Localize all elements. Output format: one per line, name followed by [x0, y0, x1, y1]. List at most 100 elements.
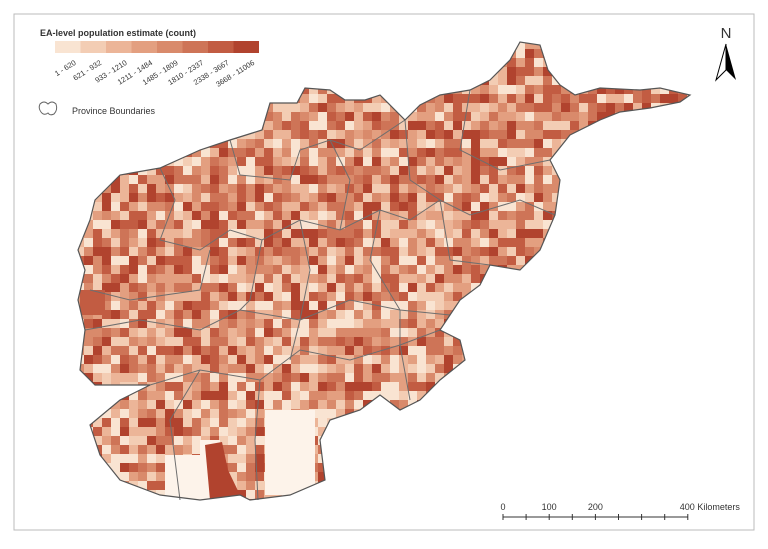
population-cell [147, 319, 157, 329]
population-cell [327, 148, 337, 158]
population-cell [255, 220, 265, 230]
population-cell [120, 274, 130, 284]
population-cell [381, 391, 391, 401]
population-cell [174, 436, 184, 446]
population-cell [255, 328, 265, 338]
population-cell [165, 373, 175, 383]
population-cell [525, 85, 535, 95]
population-cell [525, 58, 535, 68]
population-cell [291, 391, 301, 401]
population-cell [489, 256, 499, 266]
boundary [369, 209, 411, 401]
population-cell [345, 400, 355, 410]
population-cell [246, 382, 256, 392]
population-cell [174, 220, 184, 230]
population-cell [228, 175, 238, 185]
population-cell [120, 292, 130, 302]
population-cell [435, 274, 445, 284]
population-cell [282, 211, 292, 221]
population-cell [309, 400, 319, 410]
population-cell [489, 85, 499, 95]
population-cell [246, 328, 256, 338]
population-cell [507, 202, 517, 212]
population-cell [381, 130, 391, 140]
population-cell [93, 346, 103, 356]
population-cell [255, 391, 265, 401]
population-cell [498, 85, 508, 95]
population-cell [318, 301, 328, 311]
population-cell [273, 139, 283, 149]
population-cell [219, 301, 229, 311]
population-cell [84, 328, 94, 338]
population-cell [381, 355, 391, 365]
population-cell [336, 391, 346, 401]
population-cell [210, 427, 220, 437]
population-cell [93, 238, 103, 248]
population-cell [453, 337, 463, 347]
population-cell [210, 400, 220, 410]
population-cell [435, 301, 445, 311]
population-cell [219, 355, 229, 365]
population-cell [336, 319, 346, 329]
population-cell [291, 130, 301, 140]
population-cell [372, 184, 382, 194]
legend-swatch [208, 41, 234, 53]
population-cell [363, 175, 373, 185]
population-cell [327, 382, 337, 392]
population-cell [426, 346, 436, 356]
population-cell [435, 328, 445, 338]
population-cell [129, 175, 139, 185]
population-cell [309, 391, 319, 401]
population-cell [183, 229, 193, 239]
population-cell [255, 184, 265, 194]
population-cell [336, 94, 346, 104]
population-cell [516, 220, 526, 230]
population-cell [345, 265, 355, 275]
population-cell [372, 292, 382, 302]
population-cell [408, 121, 418, 131]
population-cell [93, 436, 103, 446]
population-cell [336, 283, 346, 293]
population-cell [246, 409, 256, 419]
population-cell [246, 400, 256, 410]
population-cell [219, 166, 229, 176]
population-cell [363, 337, 373, 347]
population-cell [219, 445, 229, 455]
population-cell [129, 220, 139, 230]
population-cell [399, 346, 409, 356]
population-cell [516, 121, 526, 131]
population-cell [138, 409, 148, 419]
population-cell [381, 157, 391, 167]
population-cell [498, 193, 508, 203]
scale-label: 0 [500, 502, 505, 512]
population-cell [471, 121, 481, 131]
population-cell [192, 148, 202, 158]
population-cell [471, 94, 481, 104]
population-cell [183, 346, 193, 356]
population-cell [174, 193, 184, 203]
population-cell [354, 364, 364, 374]
population-cell [363, 238, 373, 248]
population-cell [219, 148, 229, 158]
population-cell [327, 211, 337, 221]
population-cell [237, 157, 247, 167]
population-cell [363, 157, 373, 167]
population-cell [300, 247, 310, 257]
population-cell [111, 355, 121, 365]
population-cell [498, 139, 508, 149]
legend-swatch [80, 41, 106, 53]
population-cell [273, 130, 283, 140]
population-cell [309, 346, 319, 356]
population-cell [246, 193, 256, 203]
population-cell [156, 418, 166, 428]
population-cell [129, 319, 139, 329]
population-cell [444, 121, 454, 131]
population-cell [417, 166, 427, 176]
population-cell [363, 391, 373, 401]
population-cell [156, 382, 166, 392]
population-cell [417, 265, 427, 275]
population-cell [219, 238, 229, 248]
population-cell [111, 445, 121, 455]
population-cell [273, 391, 283, 401]
population-cell [111, 364, 121, 374]
